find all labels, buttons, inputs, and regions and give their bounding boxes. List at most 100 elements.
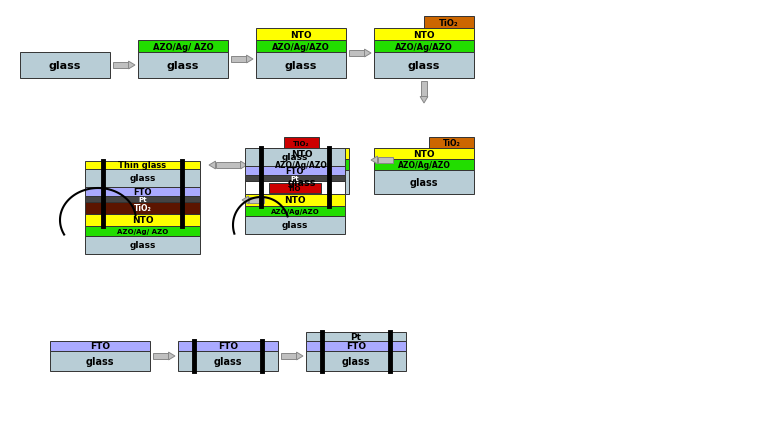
Text: NTO: NTO (284, 196, 305, 205)
Bar (50, 341, 150, 351)
Bar (281, 354, 296, 359)
Bar (306, 332, 406, 341)
Text: AZO/Ag/AZO: AZO/Ag/AZO (397, 161, 450, 170)
Text: FTO: FTO (346, 342, 366, 351)
Bar (85, 196, 200, 202)
Text: FTO: FTO (133, 187, 152, 196)
Text: TiO₂: TiO₂ (133, 204, 152, 213)
Polygon shape (246, 56, 253, 64)
Text: Pt: Pt (290, 176, 299, 181)
Bar (421, 82, 427, 97)
Bar (374, 53, 474, 79)
Text: TiO₂: TiO₂ (439, 18, 459, 27)
Text: NTO: NTO (290, 30, 312, 40)
Text: NTO: NTO (413, 150, 435, 158)
Bar (284, 138, 319, 149)
Text: AZO/Ag/AZO: AZO/Ag/AZO (272, 43, 330, 52)
Bar (138, 53, 228, 79)
Bar (349, 51, 365, 57)
Bar (424, 17, 474, 29)
Text: AZO/Ag/AZO: AZO/Ag/AZO (271, 208, 319, 215)
Bar (249, 198, 264, 203)
Text: glass: glass (130, 241, 155, 250)
Text: FTO: FTO (286, 167, 304, 176)
Bar (153, 354, 168, 359)
Bar (85, 227, 200, 236)
Polygon shape (297, 221, 305, 227)
Polygon shape (365, 50, 371, 58)
Text: AZO/Ag/ AZO: AZO/Ag/ AZO (152, 43, 213, 52)
Bar (374, 41, 474, 53)
Text: FTO: FTO (218, 342, 238, 351)
Bar (113, 63, 129, 69)
Bar (85, 236, 200, 254)
Bar (215, 163, 240, 168)
Bar (306, 341, 406, 351)
Bar (256, 53, 346, 79)
Bar (85, 187, 200, 196)
Bar (256, 41, 346, 53)
Polygon shape (296, 352, 303, 360)
Polygon shape (168, 352, 175, 360)
Bar (85, 202, 200, 215)
Polygon shape (242, 197, 249, 204)
Text: glass: glass (287, 178, 316, 187)
Bar (429, 138, 474, 149)
Bar (245, 176, 345, 181)
Bar (178, 341, 278, 351)
Text: glass: glass (410, 178, 438, 187)
Text: FTO: FTO (90, 342, 110, 351)
Bar (245, 149, 345, 167)
Text: NTO: NTO (290, 150, 312, 158)
Bar (256, 29, 346, 41)
Polygon shape (129, 62, 135, 70)
Polygon shape (420, 97, 428, 104)
Text: glass: glass (282, 221, 309, 230)
Text: glass: glass (86, 356, 114, 366)
Text: Pt: Pt (350, 333, 362, 342)
Bar (245, 207, 345, 216)
Bar (299, 206, 304, 221)
Bar (245, 167, 345, 176)
Polygon shape (240, 162, 247, 170)
Bar (85, 170, 200, 187)
Bar (231, 57, 246, 63)
Bar (85, 161, 200, 170)
Bar (138, 41, 228, 53)
Bar (50, 351, 150, 371)
Text: glass: glass (167, 61, 199, 71)
Bar (85, 215, 200, 227)
Text: TiO: TiO (288, 186, 302, 192)
Text: AZO/Ag/AZO: AZO/Ag/AZO (275, 161, 328, 170)
Text: AZO/Ag/AZO: AZO/Ag/AZO (395, 43, 453, 52)
Bar (254, 170, 349, 195)
Text: glass: glass (408, 61, 440, 71)
Text: Pt: Pt (138, 196, 147, 202)
Bar (374, 29, 474, 41)
Bar (374, 170, 474, 195)
Bar (374, 149, 474, 160)
Text: glass: glass (342, 356, 370, 366)
Text: glass: glass (130, 174, 155, 183)
Bar (374, 160, 474, 170)
Text: glass: glass (214, 356, 243, 366)
Text: AZO/Ag/ AZO: AZO/Ag/ AZO (117, 228, 168, 234)
Polygon shape (371, 157, 377, 164)
Bar (254, 160, 349, 170)
Bar (306, 351, 406, 371)
Text: glass: glass (285, 61, 317, 71)
Bar (178, 351, 278, 371)
Text: TiO₂: TiO₂ (443, 139, 460, 148)
Text: Thin glass: Thin glass (118, 161, 167, 170)
Bar (245, 195, 345, 207)
Text: NTO: NTO (413, 30, 435, 40)
Text: glass: glass (282, 153, 309, 162)
Bar (245, 181, 345, 195)
Polygon shape (297, 199, 305, 206)
Bar (269, 184, 321, 193)
Bar (245, 216, 345, 234)
Bar (254, 149, 349, 160)
Text: glass: glass (49, 61, 81, 71)
Bar (20, 53, 110, 79)
Text: TiO₂: TiO₂ (293, 140, 310, 146)
